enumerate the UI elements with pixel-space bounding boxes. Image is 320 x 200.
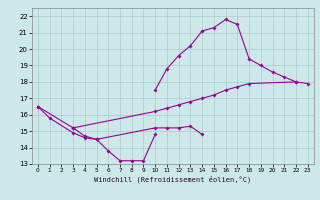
X-axis label: Windchill (Refroidissement éolien,°C): Windchill (Refroidissement éolien,°C): [94, 176, 252, 183]
